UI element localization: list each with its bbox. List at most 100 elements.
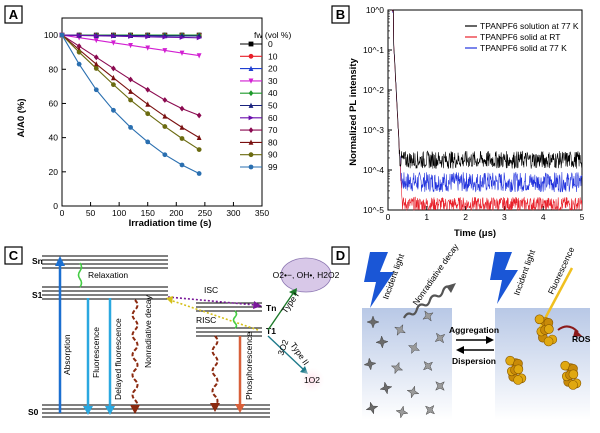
fluorescence-arrowhead	[83, 406, 93, 415]
data-point	[93, 87, 99, 93]
panel-b-xlabel: Time (μs)	[454, 228, 496, 239]
aggregate-cluster	[505, 355, 527, 385]
data-point	[162, 97, 168, 103]
s1-levels	[42, 286, 168, 300]
ros-label: ROS	[572, 334, 591, 344]
legend-label: 40	[268, 88, 278, 98]
data-point	[145, 111, 151, 117]
aggregate-unit	[513, 375, 523, 385]
panel-c: C Sn S1 S0 Tn	[4, 246, 340, 418]
data-point	[248, 78, 254, 84]
panel-a-ytick-label: 0	[53, 201, 58, 211]
type-ii-label: Type II	[288, 340, 311, 367]
absorption-label: Absorption	[62, 334, 72, 375]
data-point	[248, 127, 254, 133]
panel-a-label-box	[4, 5, 23, 24]
panel-b-xtick-label: 2	[463, 212, 468, 222]
risc-arrowhead	[166, 296, 173, 304]
data-point	[59, 32, 65, 38]
panel-a-xtick-label: 100	[112, 208, 126, 218]
legend-label: TPANPF6 solution at 77 K	[480, 21, 579, 31]
dispersion-arrowhead	[456, 346, 464, 354]
dispersed-molecule	[375, 335, 389, 349]
legend-label: 50	[268, 101, 278, 111]
data-point	[162, 152, 168, 158]
dispersed-molecule	[366, 315, 380, 329]
incident-light-bolt-right	[490, 252, 518, 304]
panel-b-chart: 0 1 2 3 4 5 10^0 10^-1 10^-2 10^-3 10^-4 10^-5	[363, 5, 585, 222]
data-point	[196, 147, 202, 153]
data-point	[162, 124, 168, 129]
data-point	[248, 41, 254, 47]
panel-a-chart: 0 50 100 150 200 250 300 350 0 20 40 60 80 100	[44, 17, 269, 218]
data-point	[179, 50, 185, 56]
legend-label: TPANPF6 solid at 77 K	[480, 43, 567, 53]
data-point	[93, 61, 99, 67]
panel-b-xtick-label: 1	[424, 212, 429, 222]
data-point	[76, 43, 82, 50]
data-point	[76, 61, 82, 67]
delayed-fluorescence-arrowhead	[105, 406, 115, 415]
absorption-arrowhead	[55, 256, 65, 266]
triplet-oxygen-label: 3O2	[275, 338, 290, 357]
panel-a-series-80	[59, 32, 202, 141]
data-point	[111, 33, 117, 39]
panel-a-ytick-label: 20	[49, 167, 59, 177]
dispersed-molecule	[407, 341, 421, 355]
data-point	[248, 139, 254, 145]
type-i-label: Type I	[279, 290, 300, 315]
aggregate-unit	[568, 380, 578, 390]
data-point	[93, 66, 99, 71]
panel-a-legend-title: fw (vol %)	[254, 30, 291, 40]
dispersed-molecule	[390, 361, 404, 375]
data-point	[145, 45, 151, 51]
s1-label: S1	[32, 290, 43, 300]
sn-label: Sn	[32, 256, 43, 266]
legend-label: 99	[268, 162, 278, 172]
data-point	[93, 37, 99, 44]
aggregate-cluster	[560, 360, 582, 390]
legend-label: 60	[268, 113, 278, 123]
panel-a-series-70	[59, 32, 202, 119]
triplet-decay-wave	[211, 335, 219, 407]
type-i-arrow	[267, 291, 295, 331]
dispersed-molecule	[424, 404, 436, 416]
dispersed-molecule	[434, 332, 446, 344]
data-point	[145, 101, 151, 107]
panel-b-ytick-label: 10^-2	[363, 85, 384, 95]
data-point	[196, 35, 203, 41]
singlet-oxygen-label: 1O2	[304, 375, 320, 385]
panel-d-label: D	[336, 248, 345, 263]
panel-a-ytick-label: 40	[49, 133, 59, 143]
ros-arrowhead	[573, 329, 582, 337]
panel-d: D Incident light Incident light Nonradia…	[331, 241, 591, 420]
panel-b-series-2	[391, 9, 583, 193]
nonradiative-decay-label: Nonradiative decay	[143, 294, 153, 368]
data-point	[248, 115, 254, 121]
data-point	[248, 53, 254, 59]
data-point	[111, 65, 116, 72]
panel-b-ytick-label: 10^0	[366, 5, 384, 15]
dispersed-molecule	[435, 381, 445, 391]
legend-label: 70	[268, 125, 278, 135]
data-point	[196, 134, 202, 141]
panel-b-xtick-label: 5	[580, 212, 585, 222]
ros-species-label: O2•−, OH•, H2O2	[273, 270, 340, 280]
aggregate-unit	[568, 369, 579, 380]
data-point	[128, 34, 134, 39]
dispersion-label: Dispersion	[452, 356, 496, 366]
panel-a-xtick-label: 200	[169, 208, 183, 218]
fluorescence-label: Fluorescence	[91, 327, 101, 378]
type-i-arrowhead	[289, 288, 297, 296]
data-point	[196, 112, 202, 119]
data-point	[248, 102, 254, 108]
data-point	[128, 42, 133, 49]
data-point	[76, 49, 82, 55]
relaxation-label: Relaxation	[88, 270, 128, 280]
panel-a-ytick-label: 60	[49, 98, 59, 108]
panel-a-xtick-label: 250	[198, 208, 212, 218]
legend-label: 10	[268, 51, 278, 61]
legend-label: TPANPF6 solid at RT	[480, 32, 560, 42]
